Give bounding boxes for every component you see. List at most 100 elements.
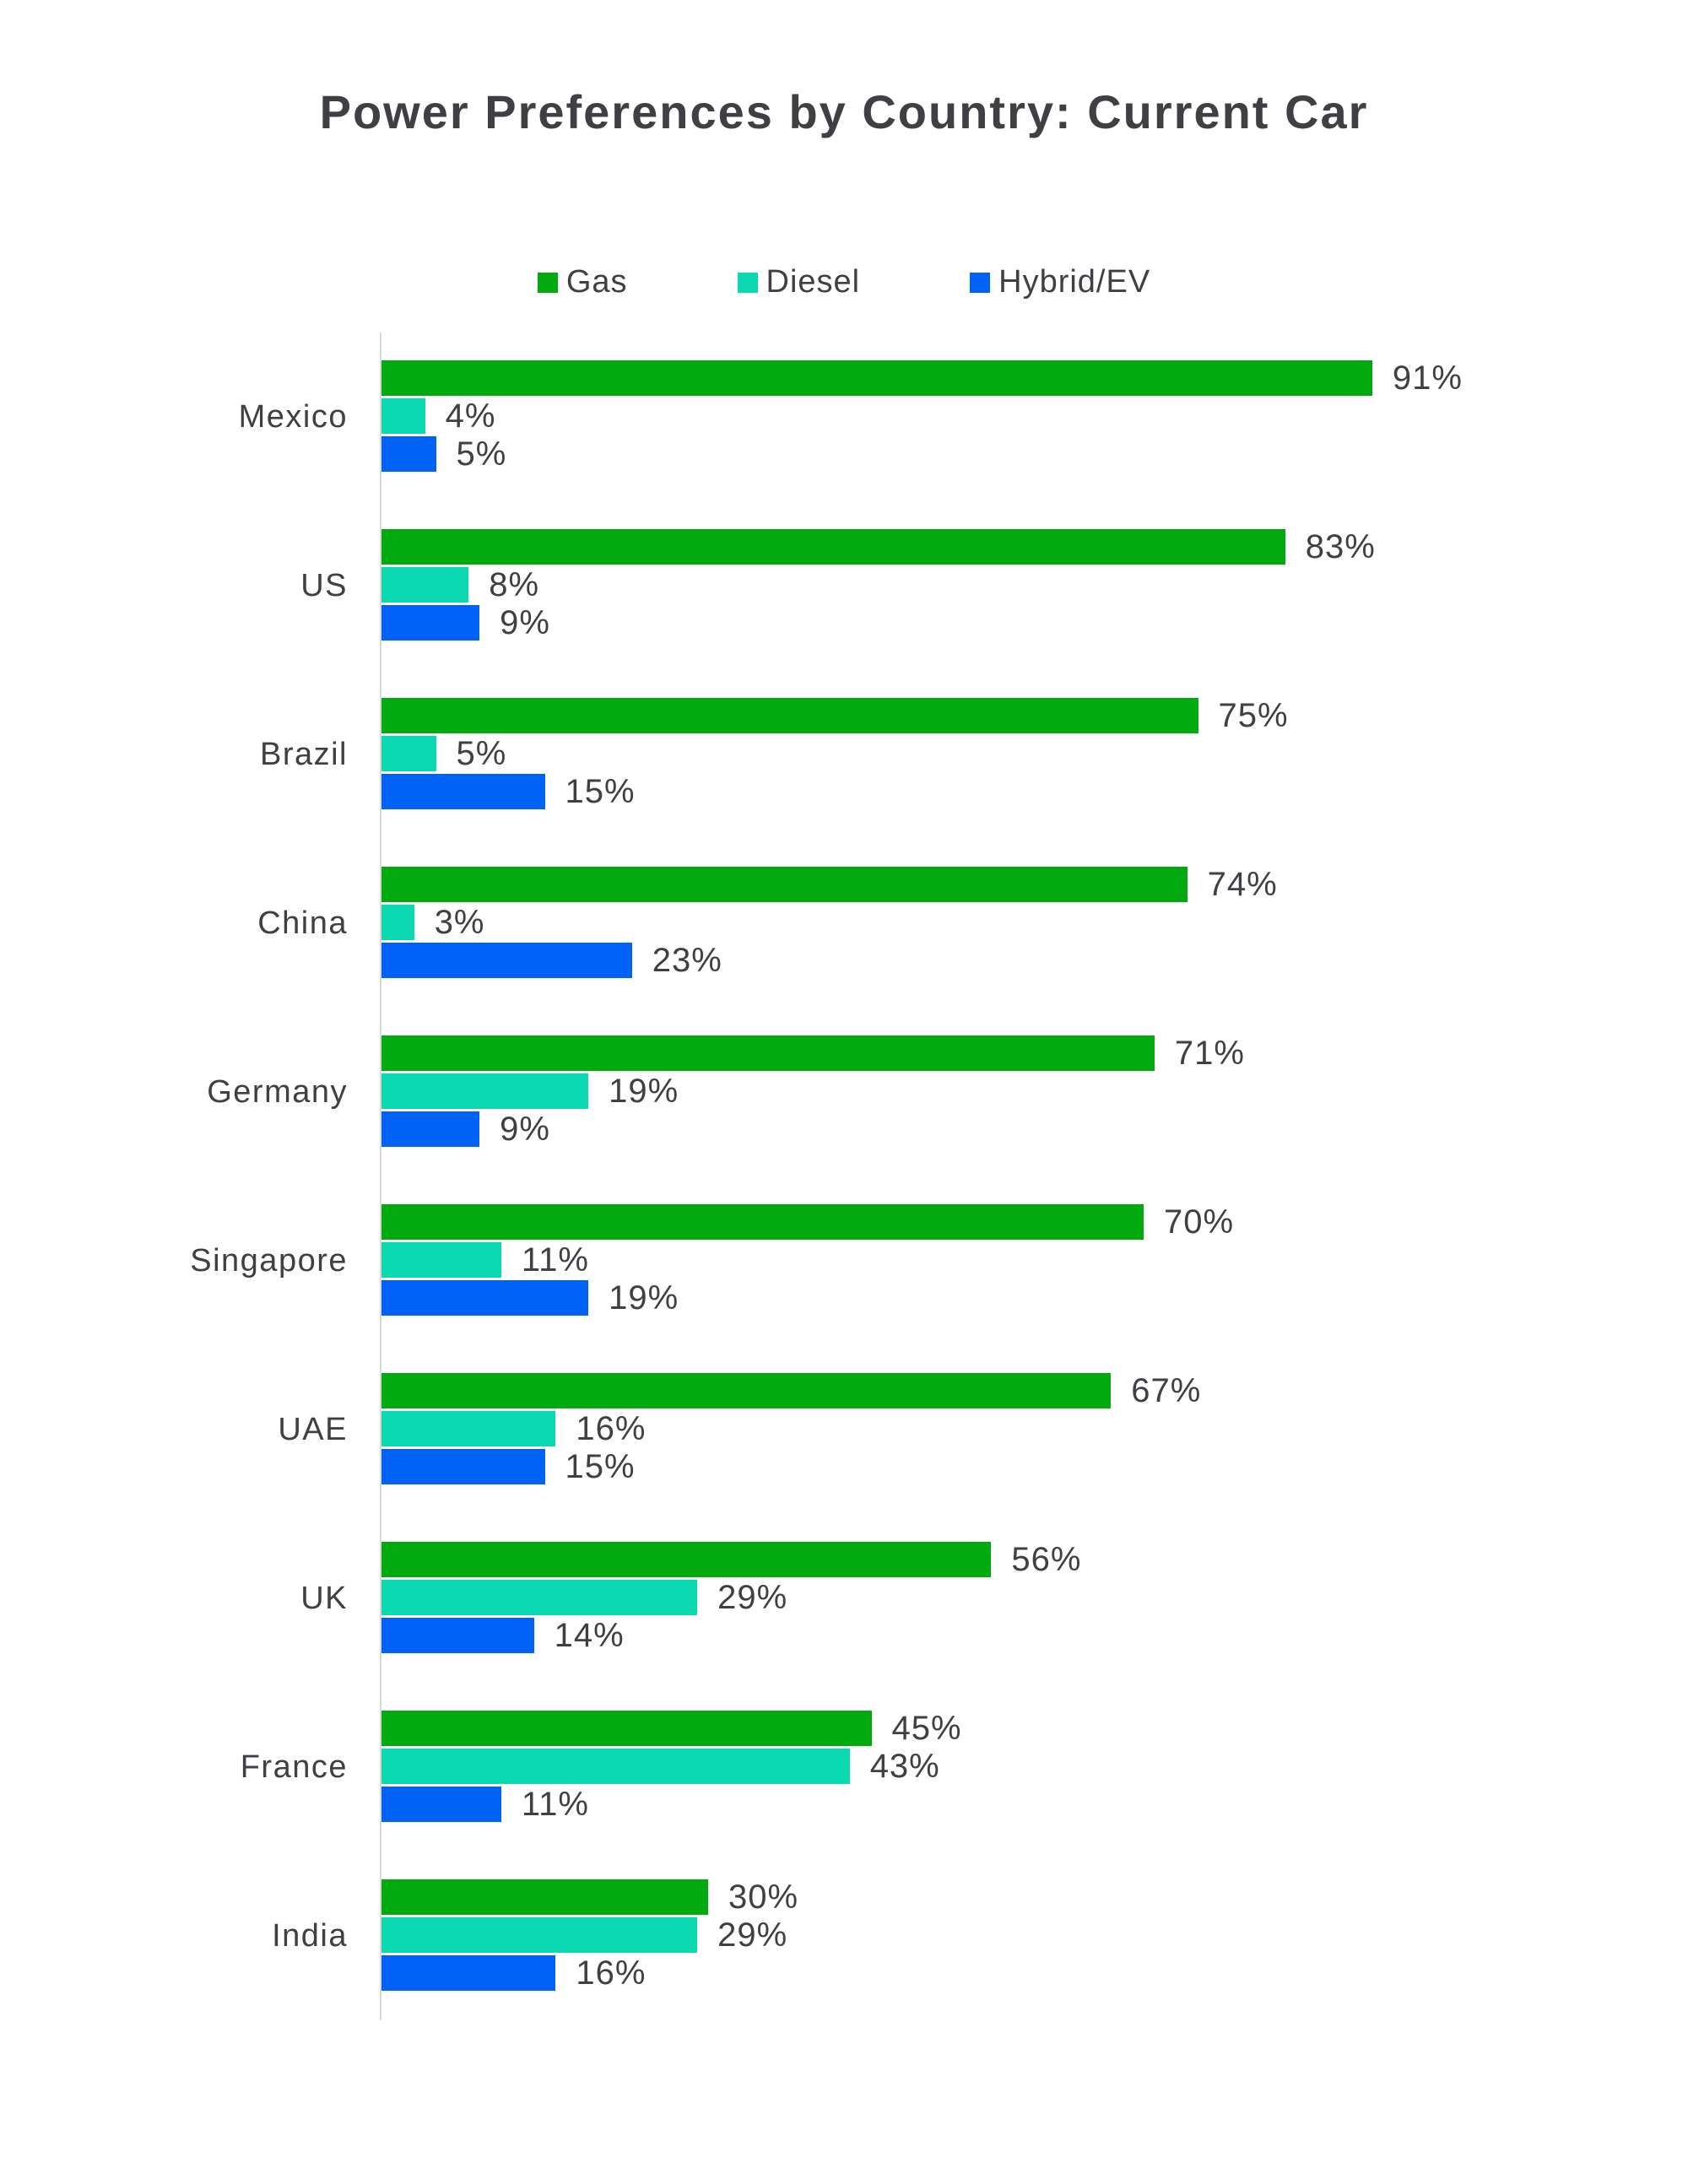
bars-container: 70% 11% 19% [380,1176,1688,1345]
diesel-bar [381,905,414,940]
value-label: 43% [869,1747,940,1785]
legend-label: Hybrid/EV [998,264,1151,300]
bar-row: 19% [381,1072,1688,1110]
hybrid-ev-bar [381,1111,480,1147]
bar-row: 29% [381,1578,1688,1616]
gas-bar [381,1711,872,1746]
value-label: 8% [489,565,540,603]
bars-container: 56% 29% 14% [380,1514,1688,1683]
value-label: 16% [576,1954,647,1992]
gas-bar [381,1879,708,1915]
diesel-bar [381,1411,556,1446]
bar-row: 83% [381,528,1688,565]
bars-container: 74% 3% 23% [380,839,1688,1008]
bar-row: 9% [381,1110,1688,1148]
bar-row: 5% [381,435,1688,473]
category-label: China [257,905,348,941]
bar-row: 56% [381,1540,1688,1578]
hybrid-ev-bar [381,1280,589,1316]
bar-row: 71% [381,1035,1688,1072]
diesel-bar [381,1917,698,1953]
legend-label: Gas [565,264,628,300]
bar-row: 19% [381,1279,1688,1316]
bar-row: 16% [381,1954,1688,1992]
value-label: 67% [1131,1371,1202,1409]
bar-row: 15% [381,772,1688,810]
value-label: 29% [717,1916,788,1954]
diesel-bar [381,1580,698,1615]
bars-container: 83% 8% 9% [380,501,1688,670]
diesel-bar [381,1749,850,1784]
bars-container: 75% 5% 15% [380,670,1688,839]
value-label: 4% [445,397,496,435]
bar-group-france: France 45% 43% 11% [0,1683,1688,1852]
category-label: UAE [278,1411,348,1447]
hybrid-ev-bar [381,774,545,809]
bar-row: 70% [381,1203,1688,1241]
category-label: Singapore [190,1242,348,1279]
bar-row: 14% [381,1616,1688,1654]
bar-group-uk: UK 56% 29% 14% [0,1514,1688,1683]
gas-bar [381,698,1198,733]
value-label: 56% [1011,1540,1082,1578]
gas-bar [381,529,1285,565]
bar-group-china: China 74% 3% 23% [0,839,1688,1008]
legend-item-hybrid-ev: Hybrid/EV [970,264,1150,300]
diesel-bar [381,736,436,771]
bar-group-singapore: Singapore 70% 11% 19% [0,1176,1688,1345]
bar-row: 8% [381,565,1688,603]
bars-container: 45% 43% 11% [380,1683,1688,1852]
category-label: Brazil [259,736,348,772]
category-label: Mexico [238,398,348,435]
bar-row: 11% [381,1241,1688,1279]
bar-group-brazil: Brazil 75% 5% 15% [0,670,1688,839]
value-label: 30% [728,1878,799,1916]
legend-item-diesel: Diesel [737,264,861,300]
gas-bar [381,867,1188,902]
chart-title: Power Preferences by Country: Current Ca… [319,85,1369,138]
bar-row: 5% [381,734,1688,772]
value-label: 5% [456,734,507,772]
hybrid-ev-bar [381,436,436,472]
bars-container: 91% 4% 5% [380,332,1688,501]
bar-row: 4% [381,397,1688,435]
bar-row: 30% [381,1878,1688,1916]
bar-group-us: US 83% 8% 9% [0,501,1688,670]
hybrid-ev-bar [381,1955,556,1991]
value-label: 11% [521,1785,589,1823]
hybrid-ev-bar [381,1449,545,1484]
value-label: 19% [609,1072,679,1110]
bar-group-india: India 30% 29% 16% [0,1852,1688,2020]
value-label: 19% [609,1279,679,1316]
value-label: 9% [500,1110,550,1148]
legend-item-gas: Gas [537,264,628,300]
bars-container: 71% 19% 9% [380,1008,1688,1176]
value-label: 14% [554,1616,625,1654]
bar-row: 45% [381,1710,1688,1747]
bar-row: 43% [381,1747,1688,1785]
hybrid-ev-bar [381,605,480,641]
value-label: 29% [717,1578,788,1616]
diesel-bar [381,1073,589,1109]
bars-container: 30% 29% 16% [380,1852,1688,2020]
hybrid-ev-bar [381,1787,501,1822]
value-label: 15% [565,1447,636,1485]
legend-swatch-hybrid-ev [970,272,991,293]
hybrid-ev-bar [381,1618,534,1653]
gas-bar [381,1542,992,1577]
value-label: 91% [1392,359,1463,397]
diesel-bar [381,567,469,603]
value-label: 74% [1207,865,1278,903]
bar-row: 74% [381,865,1688,903]
bar-row: 67% [381,1371,1688,1409]
bar-row: 23% [381,942,1688,979]
category-label: UK [300,1580,348,1616]
bar-row: 3% [381,904,1688,941]
bar-group-mexico: Mexico 91% 4% 5% [0,332,1688,501]
gas-bar [381,1373,1112,1408]
bar-row: 75% [381,697,1688,734]
legend-swatch-diesel [737,272,758,293]
value-label: 15% [565,772,636,810]
value-label: 9% [500,603,550,641]
gas-bar [381,360,1372,396]
